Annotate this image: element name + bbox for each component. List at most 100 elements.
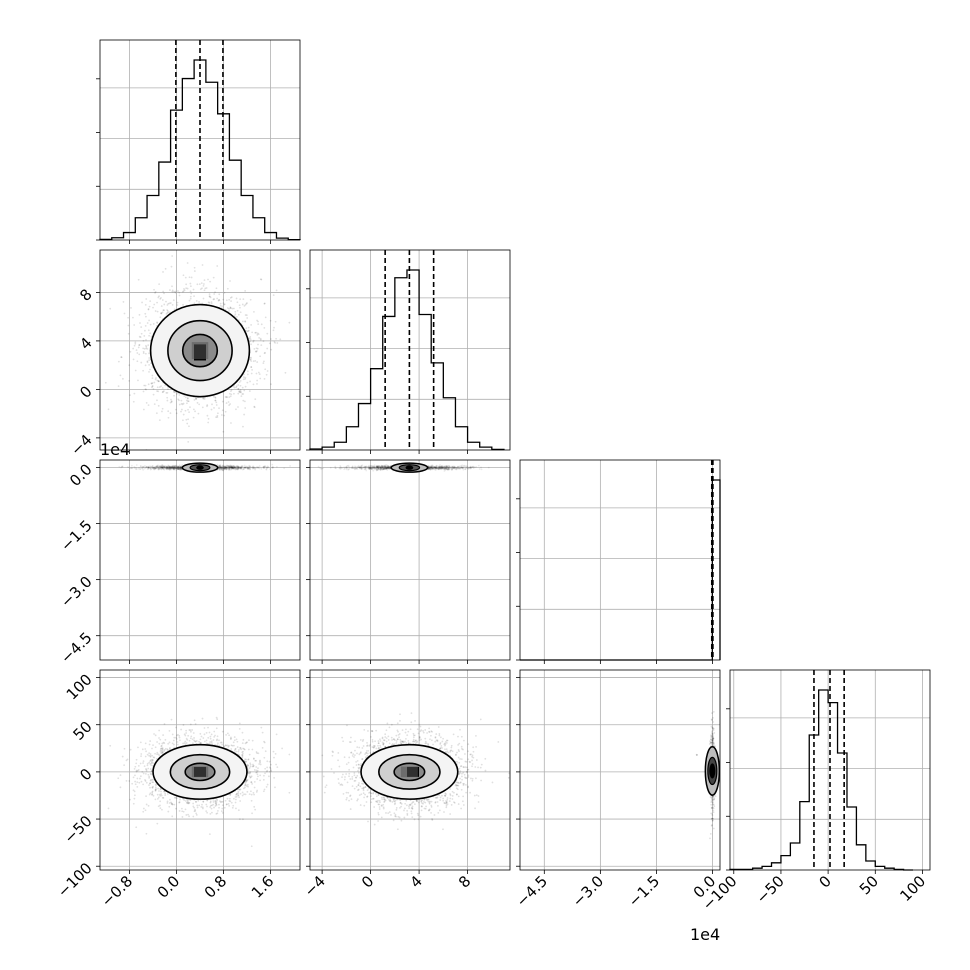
sample-point [252, 466, 254, 468]
sample-point [461, 464, 464, 467]
sample-point [162, 466, 165, 469]
sample-point [170, 466, 173, 469]
sample-point [198, 403, 201, 406]
sample-point [154, 465, 157, 468]
sample-point [241, 303, 244, 306]
sample-point [233, 466, 236, 468]
sample-point [215, 287, 218, 290]
sample-point [137, 467, 139, 470]
sample-point [222, 464, 224, 467]
sample-point [273, 340, 276, 343]
sample-point [178, 468, 180, 470]
sample-point [162, 467, 165, 470]
sample-point [139, 336, 142, 339]
sample-point [161, 387, 164, 389]
sample-point [144, 384, 147, 387]
sample-point [444, 467, 447, 469]
sample-point [172, 467, 175, 470]
sample-point [235, 386, 238, 389]
sample-point [237, 388, 240, 390]
sample-point [168, 466, 171, 469]
sample-point [239, 306, 241, 309]
sample-point [151, 464, 154, 467]
sample-point [228, 466, 231, 469]
sample-point [219, 466, 222, 468]
sample-point [225, 402, 228, 404]
sample-point [237, 466, 240, 469]
sample-point [228, 468, 231, 470]
sample-point [165, 466, 168, 469]
sample-point [178, 294, 181, 297]
sample-point [233, 466, 235, 469]
sample-point [177, 467, 180, 470]
sample-point [455, 468, 457, 471]
sample-point [166, 467, 169, 469]
sample-point [228, 465, 231, 468]
sample-point [246, 467, 249, 470]
sample-point [225, 466, 227, 469]
sample-point [386, 467, 389, 469]
sample-point [180, 410, 182, 413]
sample-point [256, 383, 258, 385]
sample-point [236, 468, 238, 471]
sample-point [155, 465, 158, 468]
sample-point [384, 466, 387, 469]
sample-point [256, 467, 258, 469]
sample-point [185, 287, 188, 290]
sample-point [221, 466, 224, 469]
sample-point [182, 402, 185, 405]
sample-point [230, 393, 233, 396]
sample-point [440, 466, 442, 469]
sample-point [143, 467, 146, 470]
sample-point [151, 385, 154, 387]
sample-point [147, 466, 149, 469]
sample-point [149, 332, 152, 335]
sample-point [446, 468, 449, 471]
sample-point [177, 466, 180, 469]
sample-point [242, 468, 245, 471]
sample-point [229, 464, 232, 467]
sample-point [172, 467, 175, 470]
sample-point [177, 466, 180, 469]
sample-point [178, 467, 181, 469]
sample-point [155, 465, 158, 468]
sample-point [175, 469, 178, 471]
sample-point [445, 467, 448, 470]
sample-point [447, 467, 450, 470]
sample-point [231, 466, 234, 469]
sample-point [219, 466, 222, 469]
sample-point [384, 467, 387, 470]
sample-point [447, 467, 450, 469]
sample-point [253, 467, 256, 470]
sample-point [230, 466, 233, 469]
sample-point [161, 465, 164, 468]
sample-point [225, 466, 228, 469]
sample-point [158, 295, 160, 298]
sample-point [162, 466, 165, 469]
sample-point [380, 464, 383, 467]
sample-point [248, 464, 251, 467]
sample-point [169, 467, 172, 469]
sample-point [145, 466, 148, 469]
sample-point [167, 465, 170, 468]
sample-point [455, 466, 458, 469]
sample-point [387, 465, 390, 467]
sample-point [283, 467, 286, 470]
sample-point [158, 465, 161, 468]
sample-point [260, 467, 263, 470]
sample-point [235, 467, 238, 470]
sample-point [348, 465, 350, 468]
sample-point [438, 467, 441, 470]
sample-point [381, 467, 384, 469]
sample-point [387, 467, 390, 470]
sample-point [368, 468, 371, 470]
sample-point [221, 464, 224, 467]
sample-point [153, 381, 156, 384]
sample-point [232, 467, 235, 470]
sample-point [429, 467, 431, 470]
sample-point [128, 466, 131, 469]
sample-point [134, 342, 137, 345]
sample-point [187, 400, 190, 403]
sample-point [380, 467, 383, 470]
sample-point [147, 308, 150, 310]
